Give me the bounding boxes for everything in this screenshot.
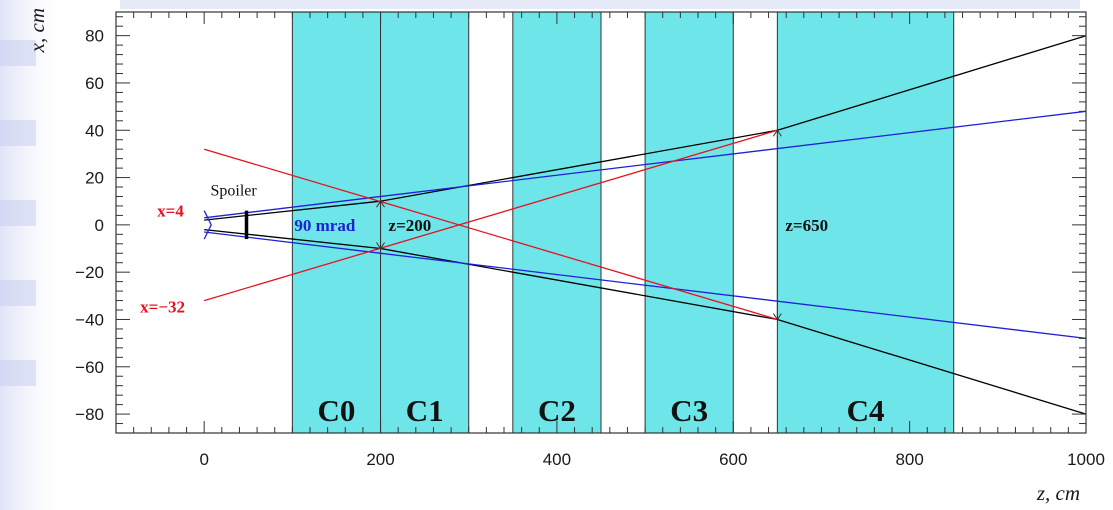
marker-arrow-bottom-1 xyxy=(772,313,782,321)
axis-ticks xyxy=(115,12,1087,434)
label-angle: 90 mrad xyxy=(294,216,355,235)
y-tick-label: 40 xyxy=(85,121,104,140)
y-tick-label: 0 xyxy=(95,216,104,235)
envelope-line-1 xyxy=(204,228,1087,415)
x-axis-title: z, cm xyxy=(1036,481,1080,505)
series-lines xyxy=(203,35,1087,415)
coil-regions: C0 C1 C2 C3 C4 xyxy=(291,11,955,434)
region-label-c3: C3 xyxy=(670,393,708,428)
marker-arrow-top-1 xyxy=(772,129,782,137)
y-tick-label: −20 xyxy=(75,263,104,282)
annotations: Spoiler x=4 x=−32 90 mrad xyxy=(140,182,356,316)
axis-tick-labels: 0 200 400 600 800 1000 −80 −60 −40 −20 0 20 40 60 80 xyxy=(75,27,1105,469)
plot-frame xyxy=(115,11,1087,434)
x-tick-label: 800 xyxy=(895,450,923,469)
y-tick-label: 80 xyxy=(85,27,104,46)
z-markers: z=200 z=650 xyxy=(376,129,828,321)
x-tick-label: 600 xyxy=(719,450,747,469)
trajectory-line-5 xyxy=(204,129,778,302)
region-label-c1: C1 xyxy=(406,393,444,428)
label-x-pos: x=4 xyxy=(157,202,184,221)
x-tick-label: 1000 xyxy=(1067,450,1105,469)
marker-arrow-top-0 xyxy=(376,200,385,208)
region-label-c4: C4 xyxy=(847,393,885,428)
region-c3 xyxy=(644,11,734,434)
plot-border xyxy=(115,11,1087,434)
y-tick-label: 20 xyxy=(85,169,104,188)
beam_cone-line-3 xyxy=(204,231,1087,340)
beam_cone-line-2 xyxy=(204,110,1087,219)
label-x-neg: x=−32 xyxy=(140,298,185,317)
trajectory-line-4 xyxy=(204,148,778,321)
beam-origin-mark xyxy=(203,210,212,240)
y-tick-label: −80 xyxy=(75,405,104,424)
marker-arrow-bottom-0 xyxy=(376,242,385,250)
spoiler-label: Spoiler xyxy=(211,182,258,199)
region-label-c0: C0 xyxy=(318,393,356,428)
y-tick-label: 60 xyxy=(85,74,104,93)
envelope-line-0 xyxy=(204,35,1087,221)
y-tick-label: −60 xyxy=(75,358,104,377)
y-axis-title: x, cm xyxy=(25,8,49,53)
x-tick-label: 0 xyxy=(199,450,208,469)
x-tick-label: 200 xyxy=(366,450,394,469)
marker-label-1: z=650 xyxy=(785,216,828,235)
x-tick-label: 400 xyxy=(543,450,571,469)
y-tick-label: −40 xyxy=(75,310,104,329)
marker-label-0: z=200 xyxy=(389,216,432,235)
region-c4 xyxy=(776,11,955,434)
region-c2 xyxy=(512,11,602,434)
